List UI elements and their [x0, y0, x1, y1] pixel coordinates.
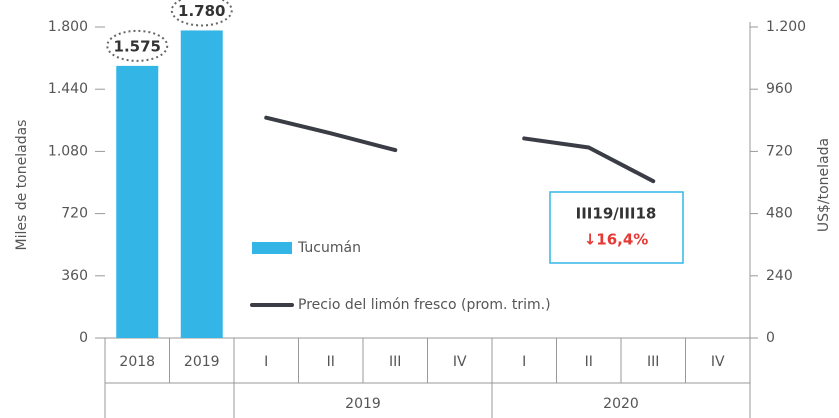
y2-tick-label: 720 [766, 143, 793, 159]
x-tick-label: III [647, 354, 659, 370]
y2-tick-label: 480 [766, 206, 793, 222]
y-tick-label: 1.440 [48, 81, 88, 97]
y-tick-label: 1.800 [48, 19, 88, 35]
y-tick-label: 1.080 [48, 143, 88, 159]
y2-tick-label: 1.200 [766, 19, 806, 35]
y-axis-label: Miles de toneladas [14, 120, 30, 251]
x-tick-label: 2019 [184, 354, 220, 370]
y2-tick-label: 960 [766, 81, 793, 97]
y-tick-label: 360 [61, 268, 88, 284]
x-tick-label: I [264, 354, 268, 370]
x-tick-label: I [522, 354, 526, 370]
x-tick-label: 2018 [119, 354, 155, 370]
x-tick-label: III [389, 354, 401, 370]
label-ring [106, 29, 169, 62]
y2-axis-label: US$/tonelada [816, 138, 832, 232]
y-tick-label: 720 [61, 206, 88, 222]
y2-tick-label: 240 [766, 268, 793, 284]
annotation-title: III19/III18 [576, 205, 657, 223]
line [264, 115, 656, 184]
label-ring [170, 0, 233, 27]
bar [116, 65, 159, 338]
group-label: 2019 [345, 396, 381, 412]
value-label: 1.575 [114, 37, 161, 55]
x-tick-label: IV [453, 354, 467, 370]
legend-label: Tucumán [297, 240, 361, 256]
x-tick-label: II [585, 354, 593, 370]
group-label: 2020 [603, 396, 639, 412]
bar [180, 30, 223, 338]
y-tick-label: 0 [79, 330, 88, 346]
value-label: 1.780 [178, 2, 225, 20]
x-tick-label: II [327, 354, 335, 370]
legend-label: Precio del limón fresco (prom. trim.) [298, 297, 551, 313]
y2-tick-label: 0 [766, 330, 775, 346]
legend-swatch [252, 242, 292, 254]
annotation-text: ↓16,4% [584, 231, 649, 249]
x-tick-label: IV [711, 354, 725, 370]
annotation-box [549, 191, 684, 264]
